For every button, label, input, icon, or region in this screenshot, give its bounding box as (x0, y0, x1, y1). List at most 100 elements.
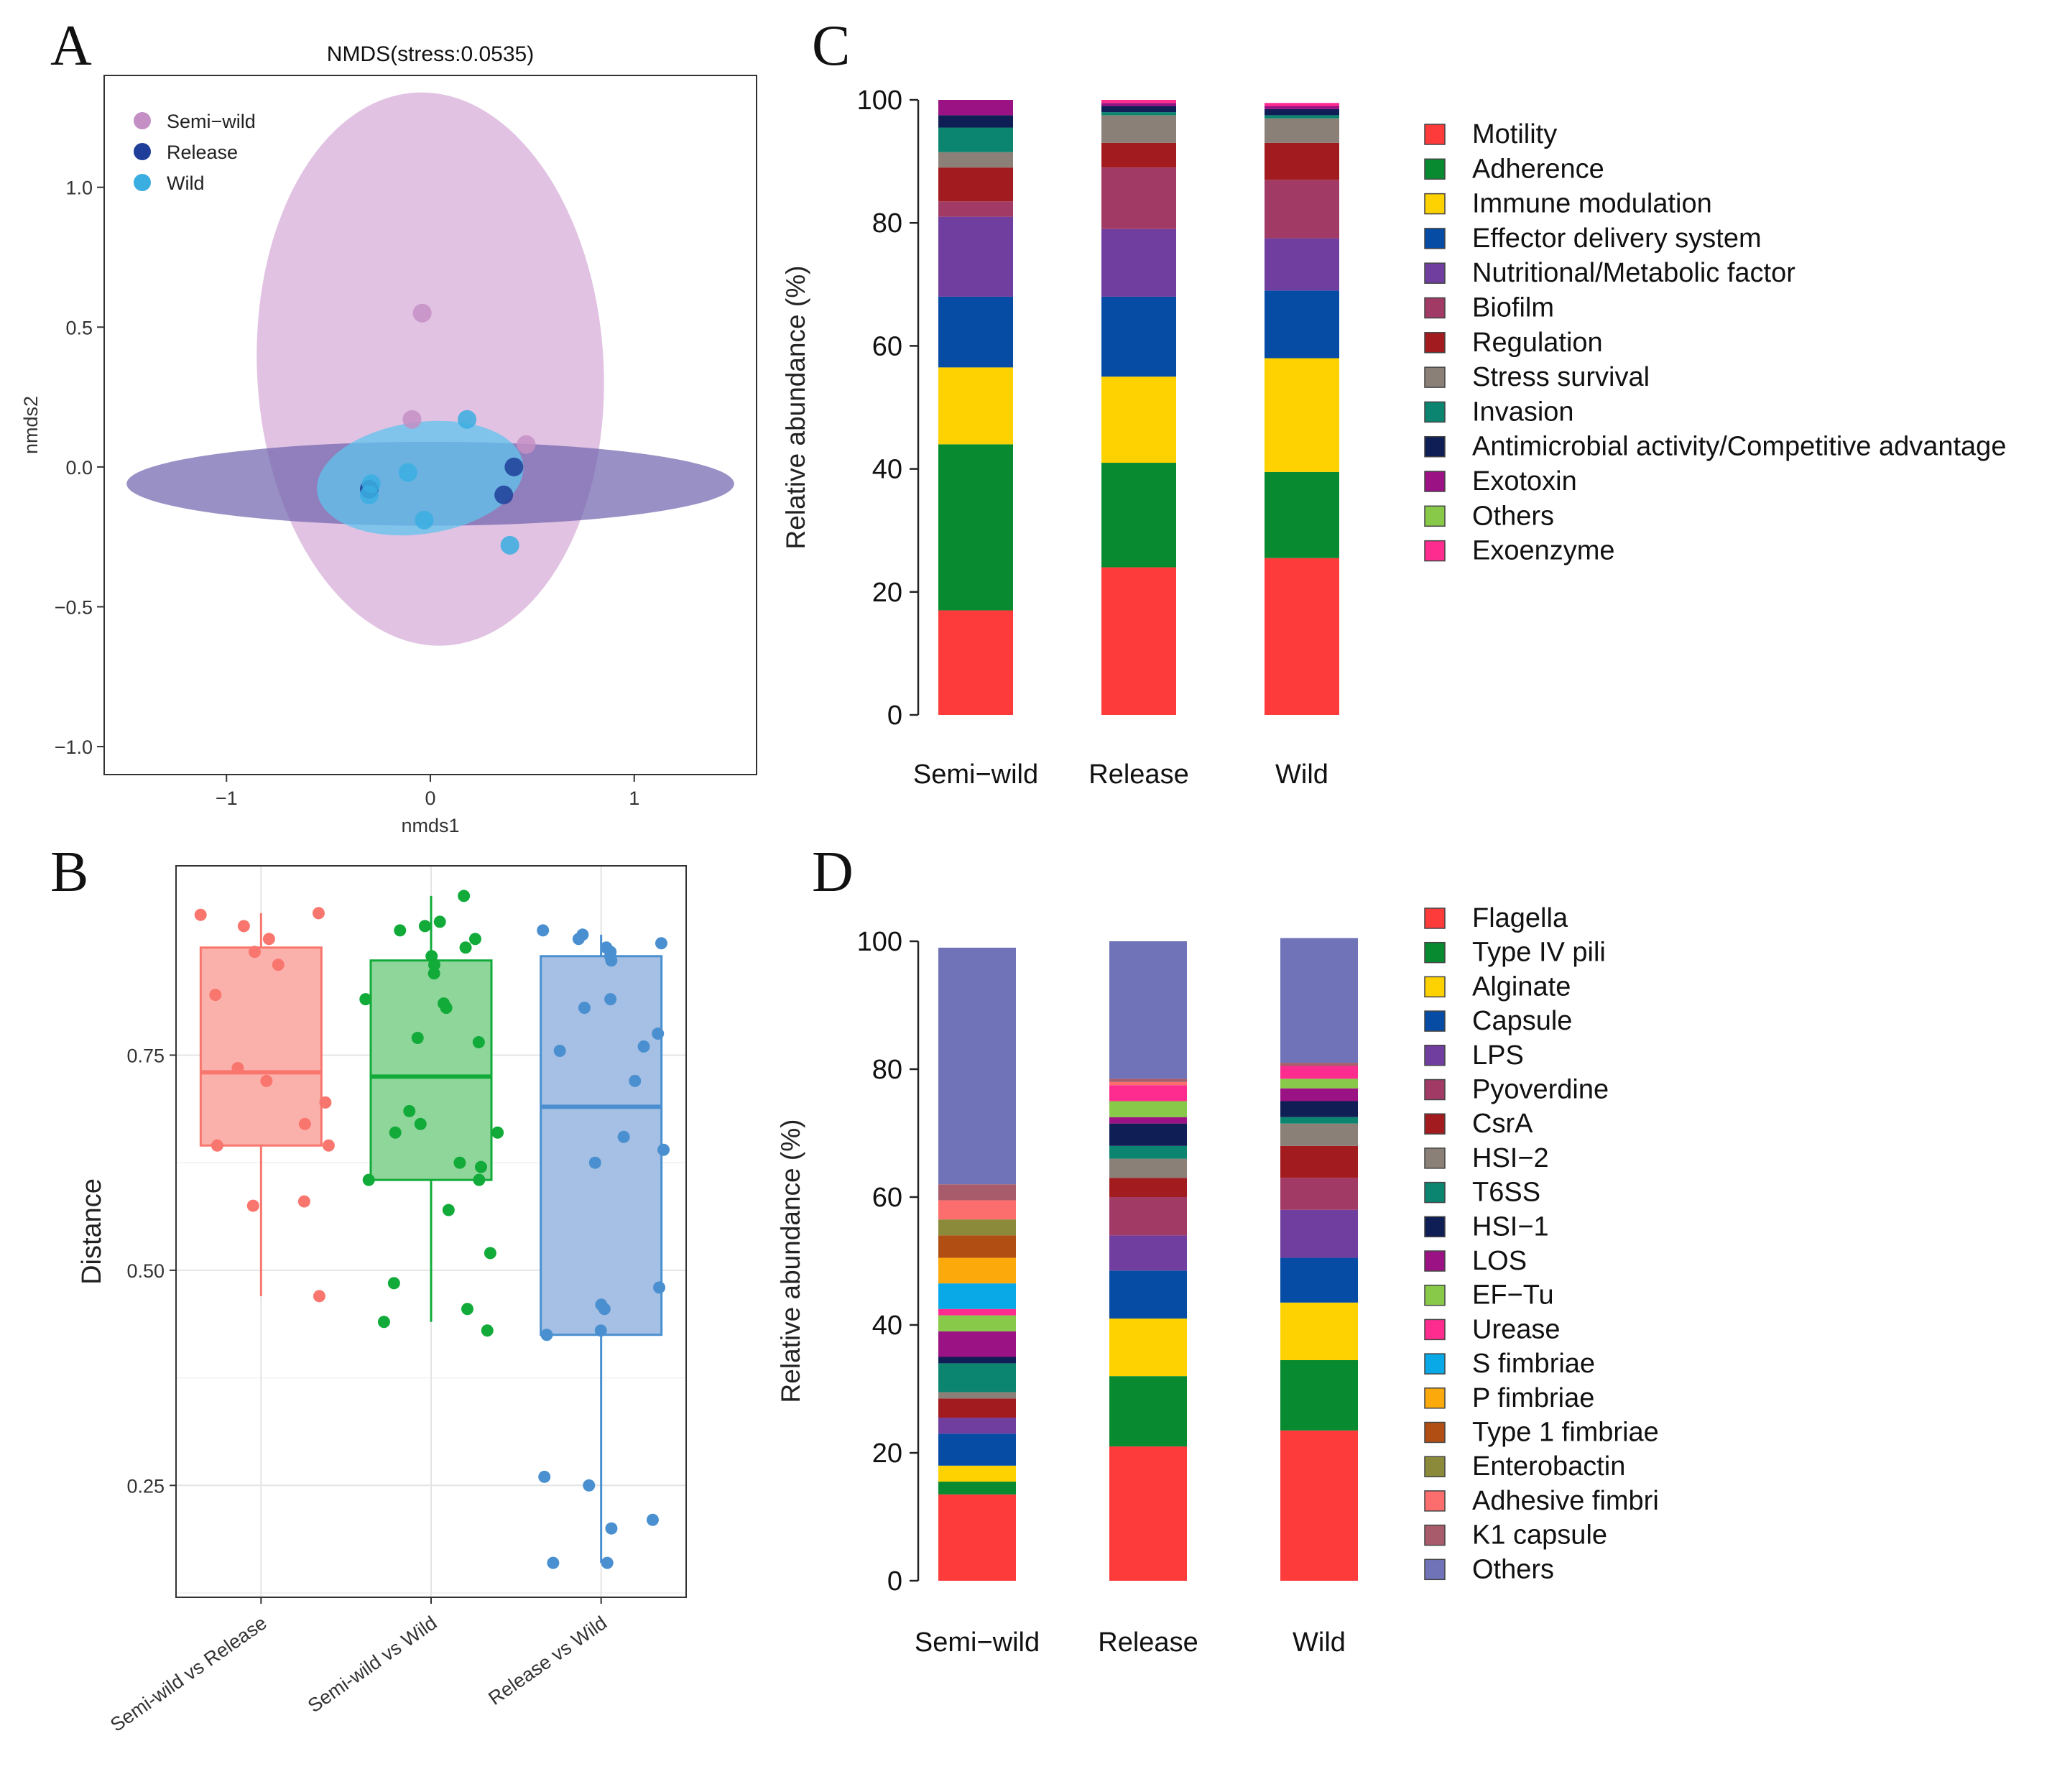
bar-segment (1101, 377, 1176, 463)
legend-swatch (134, 143, 151, 160)
bar-segment (1109, 1123, 1187, 1146)
bar-segment (1265, 115, 1339, 119)
bar-segment (1109, 941, 1187, 1079)
jitter-point (578, 1002, 591, 1015)
x-category-label: Wild (1275, 759, 1328, 790)
bar-segment (938, 610, 1013, 715)
bar-segment (1109, 1446, 1187, 1581)
legend-label: LOS (1472, 1246, 1527, 1276)
legend-label: HSI−2 (1472, 1143, 1549, 1173)
legend-swatch (1424, 193, 1446, 215)
scatter-point (494, 485, 514, 504)
legend-label: Others (1472, 1554, 1554, 1584)
bar-segment (1109, 1085, 1187, 1101)
scatter-point (402, 410, 422, 429)
bar-segment (938, 201, 1013, 217)
panel-a-nmds: −1 0 1 −1.0 −0.5 0.0 0.5 1.0 NMDS(stress:0.0535)… (20, 42, 757, 836)
bar-segment (938, 444, 1013, 611)
bar-segment (1109, 1197, 1187, 1236)
legend-swatch (1424, 1524, 1446, 1546)
panel-letter-a: A (50, 14, 92, 78)
y-tick-label: 40 (872, 1311, 902, 1341)
jitter-point (246, 1199, 259, 1212)
legend-label: Nutritional/Metabolic factor (1472, 258, 1795, 288)
jitter-point (427, 959, 440, 971)
legend-label: Motility (1472, 119, 1557, 149)
legend-label: Type IV pili (1472, 938, 1606, 968)
jitter-point (312, 907, 325, 920)
x-category-label: Release (1088, 759, 1188, 790)
y-tick-label: 0 (887, 701, 902, 731)
box (369, 959, 493, 1181)
legend-label: Adhesive fimbri (1472, 1486, 1659, 1516)
y-axis-label: Distance (77, 1178, 107, 1285)
x-tick-label: 0 (425, 788, 435, 809)
bar-segment (1265, 238, 1339, 291)
legend-label: Type 1 fimbriae (1472, 1418, 1659, 1448)
jitter-point (468, 933, 481, 946)
bar-segment (1280, 1063, 1358, 1066)
jitter-point (484, 1247, 496, 1260)
jitter-point (598, 1303, 611, 1316)
bar-segment (1280, 1257, 1358, 1303)
bar-segment (1280, 1101, 1358, 1117)
bar-segment (1265, 558, 1339, 715)
legend-swatch (1424, 435, 1446, 458)
bar-segment (1280, 1066, 1358, 1079)
legend-label: Others (1472, 501, 1554, 531)
legend-label: Semi−wild (167, 111, 256, 132)
plot-layer (126, 92, 734, 646)
y-tick-label: 0.75 (126, 1045, 165, 1066)
bar-segment (938, 152, 1013, 168)
y-tick-label: 60 (872, 331, 902, 361)
legend-swatch (1424, 1181, 1446, 1204)
x-tick-label: Semi-wild vs Release (106, 1612, 271, 1736)
jitter-point (553, 1044, 566, 1057)
jitter-point (601, 1556, 614, 1569)
bar-segment (938, 1494, 1016, 1581)
jitter-point (572, 933, 585, 946)
jitter-point (260, 1074, 273, 1087)
legend-swatch (1424, 907, 1446, 929)
legend-swatch (1424, 1421, 1446, 1444)
x-category-label: Release (1098, 1627, 1198, 1658)
bar-segment (938, 100, 1013, 116)
legend-label: S fimbriae (1472, 1349, 1595, 1379)
jitter-point (655, 937, 667, 950)
bar-segment (1280, 1123, 1358, 1146)
bar-segment (938, 1363, 1016, 1393)
legend-label: Regulation (1472, 328, 1603, 358)
legend-label: Invasion (1472, 397, 1574, 427)
bar-segment (938, 1465, 1016, 1482)
y-axis-label: Relative abundance (%) (781, 266, 810, 550)
jitter-point (403, 1104, 416, 1117)
legend-label: LPS (1472, 1040, 1524, 1071)
jitter-point (319, 1096, 332, 1109)
bar-segment (938, 1433, 1016, 1466)
bar-segment (1265, 180, 1339, 239)
jitter-point (537, 924, 550, 937)
jitter-point (231, 1061, 244, 1074)
y-tick-label: 80 (872, 208, 902, 239)
x-axis-label: nmds1 (401, 815, 459, 836)
bar-segment (1280, 1430, 1358, 1581)
bar-segment (1280, 1359, 1358, 1431)
legend-swatch (1424, 941, 1446, 964)
legend-swatch (1424, 297, 1446, 319)
jitter-point (594, 1324, 607, 1337)
jitter-point (459, 941, 472, 954)
bar-segment (1280, 1209, 1358, 1258)
bar-segment (1280, 1145, 1358, 1178)
scatter-point (359, 485, 379, 504)
bar-segment (1101, 100, 1176, 103)
legend-label: Exotoxin (1472, 466, 1577, 497)
scatter-point (500, 535, 519, 555)
y-tick-label: 0.25 (126, 1475, 165, 1497)
jitter-point (617, 1130, 630, 1143)
legend-label: Capsule (1472, 1006, 1572, 1036)
bar-segment (1101, 463, 1176, 568)
panel-letter-d: D (812, 841, 854, 904)
panel-b-boxplot: 0.25 0.50 0.75 Semi-wild vs Release Semi-wil… (77, 865, 687, 1736)
y-tick-label: 20 (872, 1438, 902, 1469)
